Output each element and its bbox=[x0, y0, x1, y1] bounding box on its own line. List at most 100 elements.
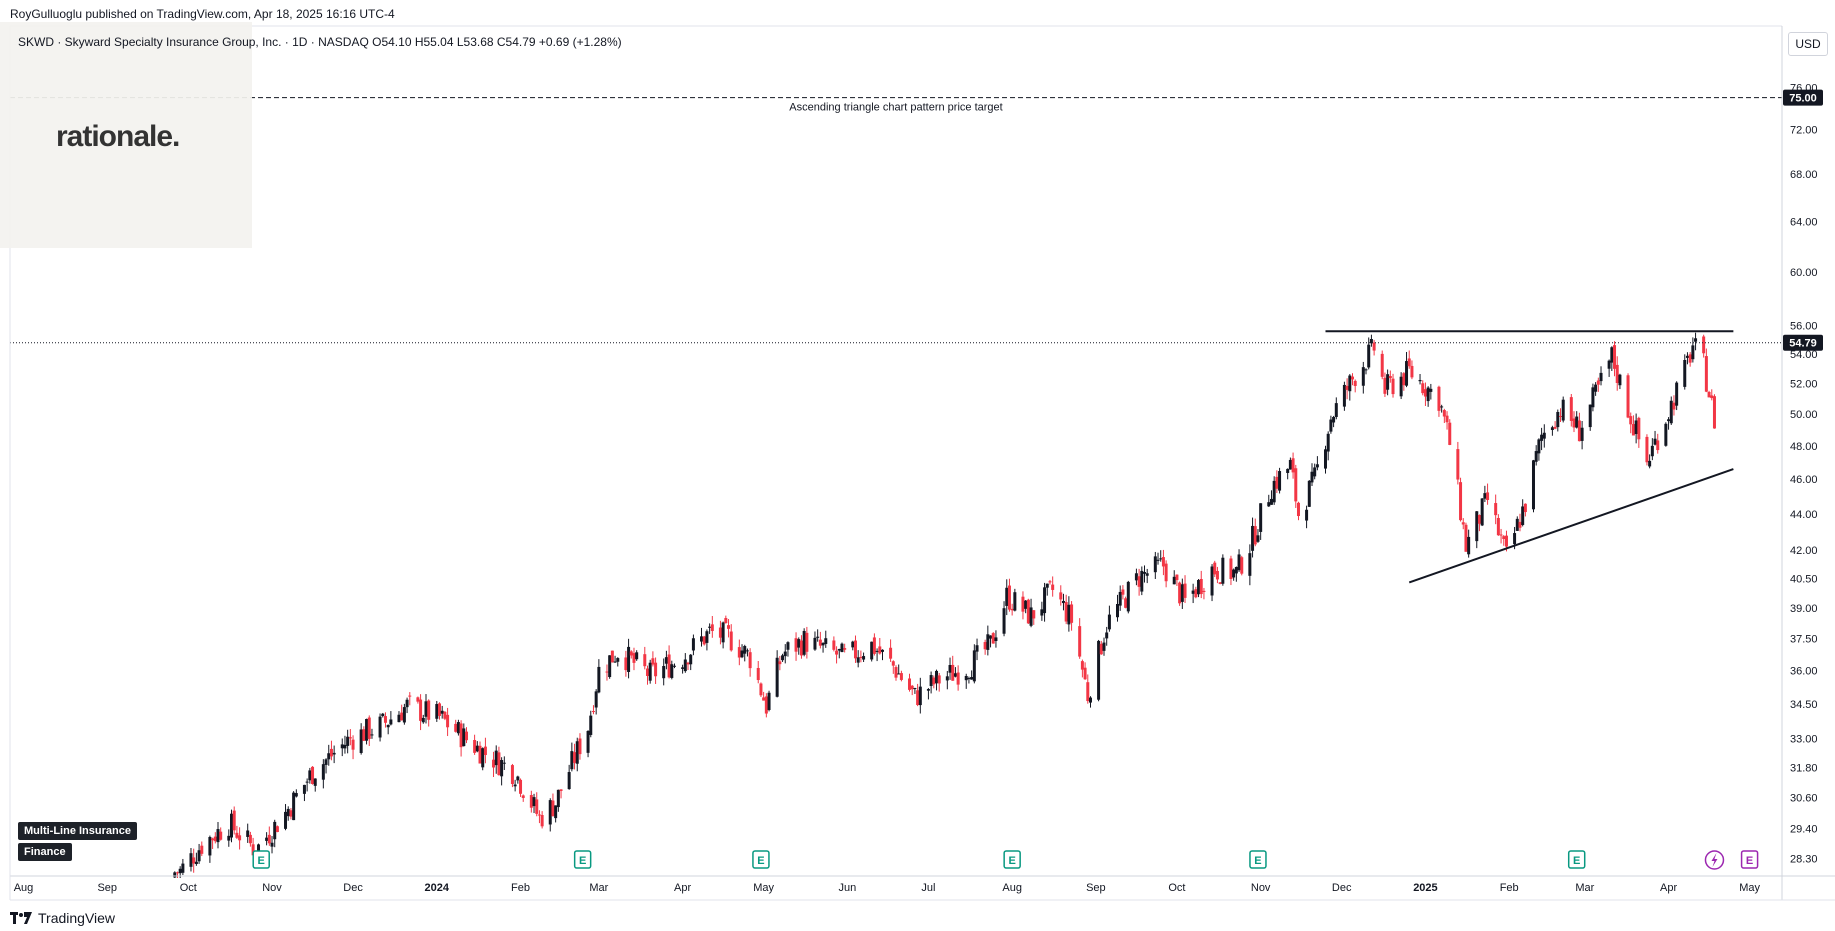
earnings-icon[interactable] bbox=[252, 850, 270, 869]
candle-body bbox=[1407, 358, 1411, 367]
candle-body bbox=[416, 697, 420, 702]
candle-body bbox=[756, 667, 760, 681]
price-tick-label: 31.80 bbox=[1790, 762, 1818, 774]
candle-body bbox=[759, 683, 763, 696]
candle-body bbox=[446, 714, 450, 728]
candle-body bbox=[216, 829, 220, 843]
candle-body bbox=[200, 845, 204, 854]
earnings-icon[interactable] bbox=[752, 850, 770, 869]
candle-body bbox=[1477, 515, 1481, 524]
earnings-icon[interactable] bbox=[1567, 850, 1586, 869]
candle-body bbox=[632, 653, 636, 663]
candle-body bbox=[1518, 521, 1522, 528]
candle-body bbox=[818, 639, 822, 646]
candle-body bbox=[797, 639, 801, 648]
target-price-label-bg bbox=[1783, 89, 1823, 106]
candle-body bbox=[994, 637, 998, 641]
candle-body bbox=[745, 650, 749, 652]
upcoming-earnings-icon[interactable] bbox=[1740, 850, 1759, 869]
last-price-label-bg bbox=[1783, 334, 1823, 351]
candle-body bbox=[175, 872, 179, 874]
candle-body bbox=[567, 772, 571, 790]
candle-body bbox=[475, 745, 479, 752]
candle-body bbox=[643, 654, 647, 667]
candle-body bbox=[1361, 367, 1365, 386]
candle-body bbox=[1329, 419, 1333, 432]
candle-body bbox=[705, 631, 709, 643]
candle-body bbox=[805, 632, 809, 652]
candle-body bbox=[913, 688, 917, 690]
candle-body bbox=[832, 640, 836, 650]
candle-body bbox=[227, 835, 231, 841]
tradingview-footer[interactable]: TradingView bbox=[10, 910, 115, 926]
candle-body bbox=[1294, 468, 1298, 502]
candle-body bbox=[1426, 387, 1430, 402]
candle-body bbox=[1448, 422, 1452, 445]
time-tick-label: Dec bbox=[343, 882, 363, 894]
candle-body bbox=[721, 622, 725, 643]
price-tick-label: 39.00 bbox=[1790, 603, 1818, 615]
support-trendline[interactable] bbox=[1408, 468, 1734, 584]
earnings-icon-letter: E bbox=[1254, 855, 1261, 867]
candle-body bbox=[381, 713, 385, 716]
candle-body bbox=[1048, 581, 1052, 583]
target-price-label: 75.00 bbox=[1789, 93, 1817, 105]
earnings-icon-letter: E bbox=[258, 855, 265, 867]
candle-body bbox=[332, 752, 336, 755]
candle-body bbox=[1664, 423, 1668, 446]
candle-body bbox=[1483, 493, 1487, 499]
candle-body bbox=[459, 723, 463, 748]
candle-body bbox=[859, 656, 863, 658]
candle-body bbox=[1191, 590, 1195, 594]
candle-body bbox=[189, 853, 193, 867]
earnings-icon[interactable] bbox=[1249, 850, 1267, 869]
candle-body bbox=[251, 844, 255, 856]
candle-body bbox=[329, 748, 333, 757]
candle-body bbox=[492, 759, 496, 768]
candle-body bbox=[1688, 354, 1692, 363]
candle-body bbox=[1380, 353, 1384, 377]
candle-body bbox=[1183, 583, 1187, 598]
candle-body bbox=[799, 640, 803, 656]
candle-body bbox=[1267, 502, 1271, 507]
candle-body bbox=[964, 675, 968, 681]
candle-body bbox=[597, 666, 601, 693]
candle-body bbox=[397, 714, 401, 723]
currency-button[interactable]: USD bbox=[1788, 32, 1828, 56]
candle-body bbox=[1118, 591, 1122, 606]
rationale-logo: rationale. bbox=[56, 120, 180, 153]
candle-body bbox=[929, 675, 933, 687]
candle-body bbox=[1107, 614, 1111, 630]
symbol-legend[interactable]: SKWD · Skyward Specialty Insurance Group… bbox=[18, 35, 622, 49]
candle-body bbox=[1494, 503, 1498, 516]
candle-body bbox=[1061, 600, 1065, 604]
candle-body bbox=[610, 650, 614, 663]
candle-body bbox=[1386, 374, 1390, 390]
candle-body bbox=[275, 826, 279, 833]
candle-body bbox=[764, 696, 768, 714]
earnings-icon[interactable] bbox=[1003, 850, 1021, 869]
candle-body bbox=[270, 842, 274, 847]
candle-body bbox=[235, 832, 239, 838]
industry-tag[interactable]: Multi-Line Insurance bbox=[18, 822, 137, 840]
candle-body bbox=[1215, 570, 1219, 580]
candle-body bbox=[727, 625, 731, 629]
symbol-name: SKWD · Skyward Specialty Insurance Group… bbox=[18, 35, 369, 49]
sector-tag[interactable]: Finance bbox=[18, 843, 72, 861]
time-axis: Aug Sep Oct Nov Dec 2024 Feb Mar Apr May Jun Jul Aug… bbox=[9, 26, 1835, 901]
price-tick-label: 54.00 bbox=[1790, 349, 1818, 361]
candle-body bbox=[1367, 344, 1371, 368]
candle-body bbox=[1423, 389, 1427, 397]
candle-body bbox=[359, 729, 363, 753]
earnings-icon[interactable] bbox=[573, 850, 592, 869]
candle-body bbox=[880, 649, 884, 652]
candle-body bbox=[1429, 388, 1433, 392]
candle-body bbox=[835, 650, 839, 655]
candle-body bbox=[1202, 590, 1206, 592]
candle-body bbox=[348, 737, 352, 739]
earnings-icon-letter: E bbox=[757, 855, 764, 867]
candle-body bbox=[991, 633, 995, 644]
candle-body bbox=[667, 654, 671, 678]
candle-body bbox=[173, 872, 177, 878]
